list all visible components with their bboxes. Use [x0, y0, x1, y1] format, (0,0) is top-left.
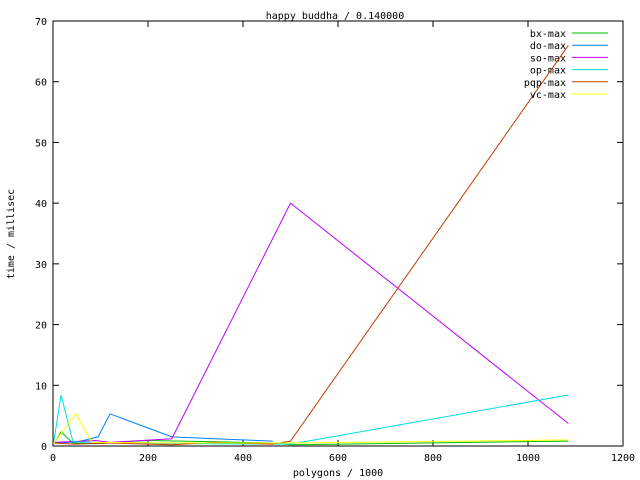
x-tick-label: 1200 [611, 453, 635, 464]
x-axis-label: polygons / 1000 [293, 468, 383, 479]
series-line-op-max [52, 394, 569, 445]
x-tick-label: 400 [234, 453, 252, 464]
y-tick-label: 0 [41, 442, 47, 453]
series-line-pqp-max [53, 44, 569, 446]
y-tick-label: 50 [35, 138, 47, 149]
legend-label-do-max: do-max [530, 41, 566, 52]
x-tick-label: 800 [424, 453, 442, 464]
series-line-do-max [53, 413, 273, 444]
legend-label-vc-max: vc-max [530, 90, 566, 101]
x-tick-label: 0 [50, 453, 56, 464]
series-line-so-max [53, 202, 569, 443]
y-tick-label: 10 [35, 381, 47, 392]
legend-label-bx-max: bx-max [530, 29, 566, 40]
y-tick-label: 40 [35, 199, 47, 210]
legend-label-so-max: so-max [530, 53, 566, 64]
y-tick-label: 20 [35, 321, 47, 332]
y-tick-label: 30 [35, 260, 47, 271]
y-tick-label: 70 [35, 17, 47, 28]
y-axis-label: time / millisec [6, 189, 17, 279]
x-tick-label: 200 [139, 453, 157, 464]
chart-title: happy buddha / 0.140000 [266, 11, 404, 22]
x-tick-label: 600 [329, 453, 347, 464]
y-tick-label: 60 [35, 78, 47, 89]
x-tick-label: 1000 [516, 453, 540, 464]
legend-label-op-max: op-max [530, 66, 566, 77]
legend-label-pqp-max: pqp-max [524, 78, 566, 89]
series-line-vc-max [53, 412, 569, 444]
